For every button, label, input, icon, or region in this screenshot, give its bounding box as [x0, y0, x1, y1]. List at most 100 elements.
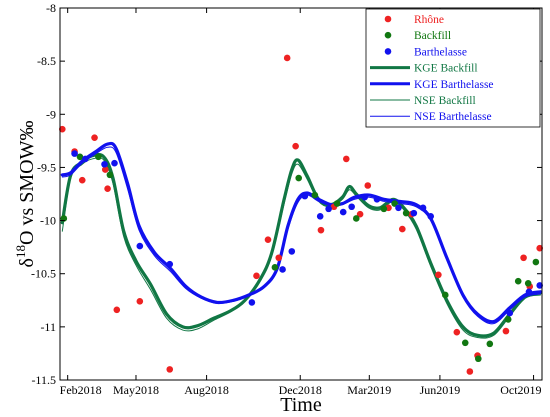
point-rhone — [78, 176, 86, 184]
point-rhone — [356, 210, 364, 218]
x-tick-label: Oct2019 — [500, 383, 541, 397]
x-tick-label: Dec2018 — [279, 383, 322, 397]
legend-label: Barthelasse — [414, 46, 467, 58]
point-backfill — [524, 279, 532, 287]
legend-label: NSE Barthelasse — [414, 111, 492, 123]
point-barthelasse — [506, 309, 514, 317]
point-backfill — [402, 209, 410, 217]
legend: Rhône Backfill Barthelasse KGE Backfill KGE … — [365, 8, 541, 128]
legend-label: NSE Backfill — [414, 95, 476, 107]
line-kge-barthelasse — [60, 141, 543, 324]
point-backfill — [486, 340, 494, 348]
y-axis-title-delta: δ — [16, 258, 38, 267]
legend-box — [365, 8, 541, 128]
legend-marker — [384, 15, 392, 23]
x-tick-label: Jun2019 — [420, 383, 461, 397]
point-backfill — [391, 200, 398, 207]
point-barthelasse — [427, 213, 435, 220]
x-axis-title: Time — [280, 394, 322, 416]
y-tick-label: -10.5 — [31, 267, 56, 281]
line-nse-barthelasse — [61, 146, 541, 325]
x-tick-label: Aug2018 — [184, 383, 229, 397]
point-rhone — [101, 166, 109, 173]
point-rhone — [466, 368, 474, 375]
point-rhone — [104, 185, 111, 192]
point-rhone — [253, 272, 260, 280]
point-rhone — [364, 182, 372, 189]
y-tick-label: -8.5 — [37, 54, 56, 68]
point-barthelasse — [339, 208, 347, 216]
point-barthelasse — [316, 213, 324, 220]
point-rhone — [59, 125, 66, 133]
legend-marker — [384, 48, 392, 55]
point-rhone — [399, 225, 406, 233]
legend-label: KGE Backfill — [414, 63, 478, 75]
y-tick-label: -11 — [40, 320, 56, 334]
point-rhone — [91, 134, 98, 141]
point-barthelasse — [101, 160, 108, 168]
point-barthelasse — [279, 266, 286, 273]
x-tick-label: Mar2019 — [347, 383, 391, 397]
point-rhone — [264, 236, 272, 243]
y-axis-title: δ18O vs SMOW‰ — [13, 121, 38, 268]
point-barthelasse — [136, 242, 144, 250]
point-backfill — [271, 264, 279, 271]
point-rhone — [317, 226, 325, 234]
point-barthelasse — [325, 205, 332, 213]
point-rhone — [342, 155, 350, 163]
legend-item-nse-backfill: NSE Backfill — [370, 95, 476, 107]
point-backfill — [76, 153, 84, 161]
point-rhone — [113, 306, 121, 314]
x-tick-label: Feb2018 — [60, 383, 102, 397]
point-backfill — [461, 339, 469, 347]
y-tick-label: -9 — [46, 107, 56, 121]
point-rhone — [435, 271, 442, 279]
point-barthelasse — [248, 299, 256, 306]
point-backfill — [380, 205, 388, 213]
legend-item-kge-backfill: KGE Backfill — [370, 63, 478, 75]
point-backfill — [311, 191, 319, 199]
point-backfill — [352, 215, 360, 222]
point-rhone — [283, 54, 291, 62]
point-barthelasse — [71, 150, 78, 157]
line-nse-backfill — [61, 157, 541, 339]
point-barthelasse — [395, 204, 402, 212]
point-rhone — [520, 254, 527, 262]
point-rhone — [275, 254, 283, 262]
point-backfill — [95, 153, 102, 161]
point-barthelasse — [536, 282, 543, 289]
legend-item-barthelasse: Barthelasse — [384, 46, 467, 58]
point-backfill — [475, 355, 482, 363]
point-rhone — [166, 366, 174, 373]
point-backfill — [333, 200, 341, 207]
point-barthelasse — [373, 196, 381, 203]
y-tick-label: -9.5 — [37, 160, 56, 174]
observation-points-layer — [59, 54, 543, 375]
y-axis-title-superscript: 18 — [13, 245, 28, 258]
point-rhone — [536, 244, 543, 252]
legend-item-nse-barthelasse: NSE Barthelasse — [370, 111, 492, 123]
legend-item-kge-barthelasse: KGE Barthelasse — [370, 79, 494, 91]
x-tick-label: May2018 — [113, 383, 159, 397]
point-backfill — [514, 277, 522, 285]
point-barthelasse — [301, 192, 309, 200]
y-axis-ticks: -8 -8.5 -9 -9.5 -10 -10.5 -11 -11.5 — [31, 1, 542, 387]
point-barthelasse — [361, 193, 369, 201]
model-lines-layer — [60, 141, 543, 339]
y-axis-title-rest: O vs SMOW‰ — [16, 121, 38, 245]
point-rhone — [136, 298, 144, 305]
point-rhone — [292, 142, 299, 150]
point-rhone — [502, 327, 510, 335]
point-barthelasse — [111, 159, 118, 167]
point-barthelasse — [348, 203, 355, 211]
legend-item-rhone: Rhône — [384, 14, 444, 26]
x-axis-ticks: Feb2018 May2018 Aug2018 Dec2018 Mar2019 Jun20… — [60, 8, 542, 397]
point-rhone — [453, 328, 461, 336]
point-barthelasse — [166, 260, 174, 268]
point-backfill — [441, 291, 449, 299]
point-backfill — [504, 316, 512, 323]
legend-label: Rhône — [414, 14, 444, 26]
legend-label: Backfill — [414, 30, 451, 42]
point-backfill — [532, 258, 540, 266]
